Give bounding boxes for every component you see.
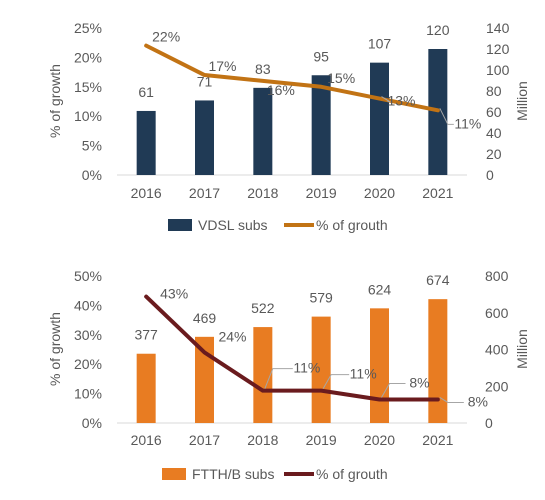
bar-value-label: 95 (313, 48, 329, 64)
bar-value-label: 107 (368, 36, 392, 52)
right-axis-tick-label: 800 (485, 268, 509, 284)
line-value-label: 11% (454, 115, 481, 131)
bar (311, 75, 331, 175)
bar (370, 308, 389, 423)
label-leader-line (322, 374, 350, 389)
category-tick-label: 2017 (189, 185, 220, 201)
right-axis-tick-label: 0 (486, 167, 494, 183)
bar-value-label: 469 (193, 310, 217, 326)
left-axis-tick-label: 5% (82, 138, 102, 154)
legend-bar-label: FTTH/B subs (192, 466, 274, 482)
right-axis-tick-label: 600 (485, 305, 509, 321)
label-leader-line (381, 96, 392, 103)
category-tick-label: 2017 (189, 432, 220, 448)
right-axis-tick-label: 40 (486, 125, 502, 141)
left-axis-tick-label: 10% (74, 386, 102, 402)
line-value-label: 13% (387, 93, 415, 109)
right-axis-title: Million (514, 81, 530, 121)
legend-bar-swatch (162, 468, 186, 480)
right-axis-tick-label: 200 (485, 378, 509, 394)
category-tick-label: 2018 (247, 185, 278, 201)
line-value-label: 11% (350, 366, 377, 382)
bar (253, 87, 273, 175)
bar (136, 110, 156, 175)
label-leader-line (264, 368, 293, 389)
legend-line-label: % of grouth (316, 466, 388, 482)
left-axis-tick-label: 40% (74, 297, 102, 313)
left-axis-tick-label: 0% (82, 167, 102, 183)
category-tick-label: 2016 (131, 185, 162, 201)
right-axis-tick-label: 140 (486, 20, 510, 36)
legend-line-label: % of grouth (316, 217, 388, 233)
bar-value-label: 377 (134, 327, 158, 343)
legend-bar-swatch (168, 219, 192, 231)
line-value-label: 43% (160, 286, 188, 302)
line-value-label: 16% (267, 82, 295, 98)
label-leader-line (439, 397, 464, 403)
left-axis-title: % of growth (47, 312, 63, 386)
label-leader-line (381, 382, 406, 398)
right-axis-tick-label: 400 (485, 342, 509, 358)
bar (428, 299, 448, 423)
bar (136, 353, 156, 423)
left-axis-tick-label: 30% (74, 327, 102, 343)
line-value-label: 24% (218, 328, 246, 344)
bar (370, 62, 389, 175)
growth-line (144, 43, 440, 113)
right-axis-tick-label: 80 (486, 83, 502, 99)
bar-value-label: 83 (255, 61, 271, 77)
bar-value-label: 61 (138, 84, 154, 100)
right-axis-tick-label: 120 (486, 41, 510, 57)
left-axis-tick-label: 0% (82, 415, 102, 431)
right-axis-tick-label: 20 (486, 146, 502, 162)
category-tick-label: 2021 (422, 432, 453, 448)
line-value-label: 8% (468, 393, 488, 409)
category-tick-label: 2020 (364, 185, 395, 201)
line-value-label: 11% (293, 360, 320, 376)
line-value-label: 8% (409, 374, 429, 390)
bar-value-label: 522 (251, 300, 275, 316)
bar (253, 327, 273, 423)
left-axis-tick-label: 20% (74, 356, 102, 372)
label-leader-line (439, 108, 454, 125)
line-value-label: 15% (327, 70, 355, 86)
bar (195, 100, 214, 175)
bar (311, 316, 331, 423)
bar-value-label: 120 (426, 22, 450, 38)
right-axis-tick-label: 0 (485, 415, 493, 431)
bar-value-label: 674 (426, 272, 450, 288)
category-tick-label: 2019 (306, 185, 337, 201)
line-value-label: 22% (152, 29, 180, 45)
bar (195, 336, 214, 423)
left-axis-tick-label: 50% (74, 268, 102, 284)
category-tick-label: 2016 (131, 432, 162, 448)
category-tick-label: 2021 (422, 185, 453, 201)
bar-value-label: 579 (309, 290, 333, 306)
bar-value-label: 624 (368, 281, 392, 297)
line-value-label: 17% (208, 58, 236, 74)
category-tick-label: 2020 (364, 432, 395, 448)
category-tick-label: 2019 (306, 432, 337, 448)
left-axis-tick-label: 10% (74, 108, 102, 124)
left-axis-tick-label: 25% (74, 20, 102, 36)
left-axis-tick-label: 20% (74, 49, 102, 65)
growth-line (144, 294, 440, 402)
legend-bar-label: VDSL subs (198, 217, 268, 233)
category-tick-label: 2018 (247, 432, 278, 448)
right-axis-tick-label: 100 (486, 62, 510, 78)
left-axis-tick-label: 15% (74, 79, 102, 95)
left-axis-title: % of growth (47, 64, 63, 138)
right-axis-tick-label: 60 (486, 104, 502, 120)
right-axis-title: Million (514, 329, 530, 369)
